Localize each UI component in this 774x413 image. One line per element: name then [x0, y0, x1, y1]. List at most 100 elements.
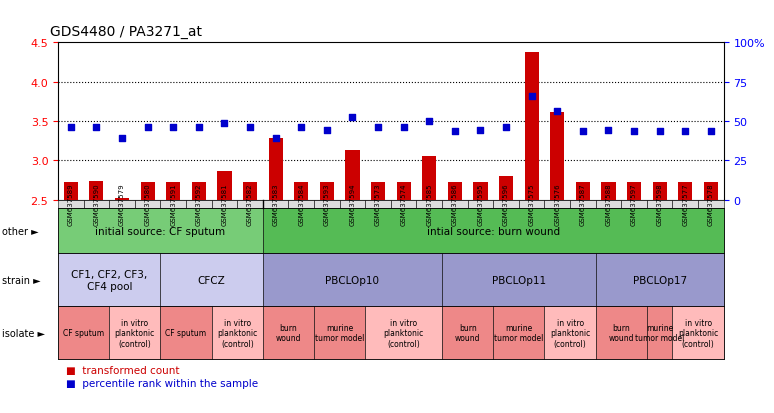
Text: ■  transformed count: ■ transformed count — [66, 365, 180, 375]
Text: burn
wound: burn wound — [276, 323, 301, 343]
Text: strain ►: strain ► — [2, 275, 40, 285]
Bar — [166, 182, 180, 200]
Bar — [90, 181, 104, 200]
Point — [142, 125, 154, 131]
Bar — [217, 171, 231, 200]
Point — [474, 127, 487, 134]
Text: intial source: burn wound: intial source: burn wound — [426, 226, 560, 236]
Text: GSM637596: GSM637596 — [503, 183, 509, 225]
Point — [91, 125, 103, 131]
Text: PBCLOp17: PBCLOp17 — [632, 275, 687, 285]
Bar — [499, 177, 513, 200]
Bar — [243, 182, 257, 200]
Text: CF sputum: CF sputum — [166, 328, 207, 337]
Point — [500, 125, 512, 131]
Text: CF sputum: CF sputum — [63, 328, 104, 337]
Text: other ►: other ► — [2, 226, 38, 236]
Text: CFCZ: CFCZ — [198, 275, 225, 285]
Text: ■  percentile rank within the sample: ■ percentile rank within the sample — [66, 378, 258, 388]
Bar — [423, 157, 437, 200]
Point — [244, 125, 256, 131]
Point — [679, 129, 691, 135]
Text: burn
wound: burn wound — [608, 323, 634, 343]
Text: PBCLOp10: PBCLOp10 — [326, 275, 379, 285]
Bar — [141, 182, 155, 200]
Text: isolate ►: isolate ► — [2, 328, 45, 338]
Point — [423, 119, 436, 125]
Bar — [396, 182, 411, 200]
Text: GSM637593: GSM637593 — [324, 183, 330, 225]
Text: GSM637587: GSM637587 — [580, 183, 586, 225]
Text: GSM637584: GSM637584 — [298, 183, 304, 225]
Point — [346, 114, 358, 121]
Point — [398, 125, 410, 131]
Text: GSM637575: GSM637575 — [529, 183, 535, 225]
Point — [372, 125, 384, 131]
Text: GSM637585: GSM637585 — [426, 183, 432, 225]
Point — [65, 125, 77, 131]
Text: GSM637594: GSM637594 — [350, 183, 355, 225]
Bar — [576, 182, 590, 200]
Text: GSM637583: GSM637583 — [272, 183, 279, 225]
Bar — [525, 53, 539, 200]
Text: GSM637586: GSM637586 — [452, 183, 458, 225]
Point — [551, 108, 563, 115]
Text: in vitro
planktonic
(control): in vitro planktonic (control) — [217, 318, 258, 348]
Text: GSM637577: GSM637577 — [683, 183, 688, 225]
Text: GSM637580: GSM637580 — [145, 183, 151, 225]
Text: GSM637590: GSM637590 — [94, 183, 99, 225]
Point — [193, 125, 205, 131]
Text: CF1, CF2, CF3,
CF4 pool: CF1, CF2, CF3, CF4 pool — [71, 269, 147, 291]
Text: GSM637576: GSM637576 — [554, 183, 560, 225]
Bar — [63, 182, 78, 200]
Bar — [474, 182, 488, 200]
Text: in vitro
planktonic
(control): in vitro planktonic (control) — [115, 318, 155, 348]
Text: murine
tumor model: murine tumor model — [315, 323, 365, 343]
Point — [218, 121, 231, 128]
Text: in vitro
planktonic
(control): in vitro planktonic (control) — [550, 318, 591, 348]
Text: PBCLOp11: PBCLOp11 — [491, 275, 546, 285]
Bar — [550, 112, 564, 200]
Text: GSM637573: GSM637573 — [375, 183, 381, 225]
Point — [602, 127, 615, 134]
Text: GSM637592: GSM637592 — [196, 183, 202, 225]
Text: murine
tumor model: murine tumor model — [635, 323, 684, 343]
Point — [704, 129, 717, 135]
Point — [269, 135, 282, 142]
Text: GSM637598: GSM637598 — [656, 183, 663, 225]
Bar — [704, 182, 718, 200]
Text: GSM637581: GSM637581 — [221, 183, 228, 225]
Text: GSM637582: GSM637582 — [247, 183, 253, 225]
Bar — [601, 182, 615, 200]
Bar — [448, 182, 462, 200]
Bar — [371, 182, 385, 200]
Bar — [294, 182, 308, 200]
Text: GSM637597: GSM637597 — [631, 183, 637, 225]
Point — [577, 129, 589, 135]
Text: in vitro
planktonic
(control): in vitro planktonic (control) — [384, 318, 424, 348]
Text: GSM637589: GSM637589 — [68, 183, 74, 225]
Point — [116, 135, 128, 142]
Text: GSM637588: GSM637588 — [605, 183, 611, 225]
Bar — [678, 182, 692, 200]
Text: murine
tumor model: murine tumor model — [494, 323, 543, 343]
Bar — [627, 182, 641, 200]
Text: in vitro
planktonic
(control): in vitro planktonic (control) — [678, 318, 718, 348]
Bar — [652, 182, 666, 200]
Bar — [320, 182, 334, 200]
Text: GSM637595: GSM637595 — [478, 183, 484, 225]
Text: GSM637578: GSM637578 — [708, 183, 714, 225]
Bar — [192, 182, 206, 200]
Point — [449, 129, 461, 135]
Text: GSM637591: GSM637591 — [170, 183, 176, 225]
Bar — [115, 199, 129, 200]
Point — [628, 129, 640, 135]
Text: GDS4480 / PA3271_at: GDS4480 / PA3271_at — [50, 25, 202, 39]
Text: burn
wound: burn wound — [455, 323, 481, 343]
Text: initial source: CF sputum: initial source: CF sputum — [95, 226, 225, 236]
Point — [526, 93, 538, 100]
Bar — [269, 138, 283, 200]
Text: GSM637574: GSM637574 — [401, 183, 406, 225]
Point — [167, 125, 180, 131]
Text: GSM637579: GSM637579 — [119, 183, 125, 225]
